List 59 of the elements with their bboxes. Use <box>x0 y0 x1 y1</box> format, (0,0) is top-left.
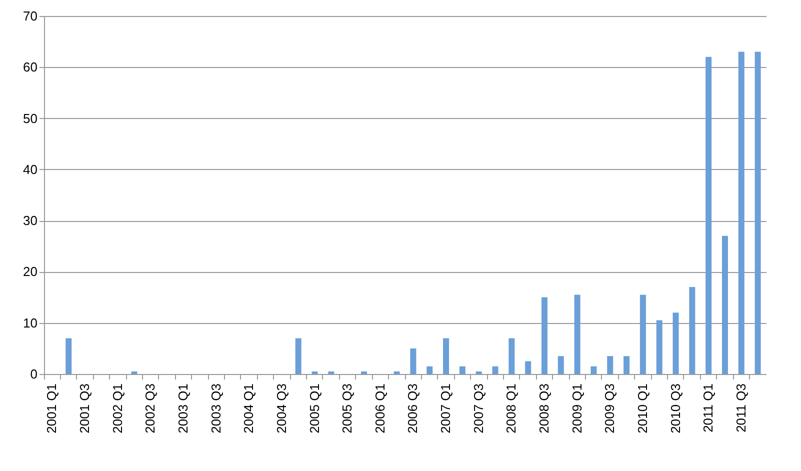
x-tick-label: 2001 Q1 <box>44 384 60 434</box>
y-tick-label: 40 <box>23 162 38 177</box>
bar <box>590 366 597 374</box>
y-tick-label: 10 <box>23 315 38 330</box>
bar <box>492 366 498 374</box>
y-tick-label: 0 <box>30 366 38 382</box>
bar <box>66 338 72 374</box>
x-tick-label: 2011 Q3 <box>733 384 748 432</box>
bar <box>706 56 712 374</box>
bar <box>525 361 532 374</box>
bar <box>312 371 318 374</box>
x-tick-label: 2005 Q3 <box>340 384 355 434</box>
bar <box>131 371 138 374</box>
bar <box>624 356 630 374</box>
x-tick-label: 2007 Q1 <box>438 384 454 434</box>
bar <box>508 338 515 374</box>
bar <box>722 236 728 374</box>
x-tick-label: 2008 Q3 <box>536 384 552 434</box>
x-tick-label: 2003 Q1 <box>175 384 190 434</box>
y-tick-label: 60 <box>23 60 38 75</box>
y-tick-label: 30 <box>23 213 38 228</box>
bar <box>754 52 761 374</box>
x-tick-label: 2005 Q1 <box>306 384 322 434</box>
x-tick-label: 2004 Q3 <box>274 384 289 434</box>
x-tick-label: 2006 Q1 <box>372 384 388 434</box>
y-tick-label: 50 <box>23 110 38 126</box>
bar <box>689 287 696 374</box>
x-tick-label: 2002 Q1 <box>110 384 125 434</box>
bar <box>656 320 662 374</box>
bar <box>360 371 367 374</box>
bar <box>443 338 450 374</box>
x-tick-label: 2002 Q3 <box>142 384 158 434</box>
bar <box>574 294 580 374</box>
bar <box>607 356 614 374</box>
bar <box>426 366 433 374</box>
x-tick-label: 2010 Q3 <box>668 384 683 434</box>
bar <box>476 371 482 374</box>
bar <box>541 297 548 374</box>
bar <box>672 312 679 374</box>
bar <box>459 366 466 374</box>
bar <box>295 338 302 374</box>
x-tick-label: 2003 Q3 <box>208 384 224 434</box>
bar <box>410 348 416 374</box>
x-tick-label: 2001 Q3 <box>77 384 92 434</box>
x-tick-label: 2004 Q1 <box>241 384 256 434</box>
x-tick-label: 2009 Q3 <box>602 384 618 434</box>
bar <box>738 52 744 374</box>
x-tick-label: 2007 Q3 <box>470 384 486 434</box>
bar <box>558 356 564 374</box>
x-tick-label: 2006 Q3 <box>405 384 420 434</box>
x-tick-label: 2011 Q1 <box>700 384 716 432</box>
y-tick-label: 70 <box>23 8 38 24</box>
x-tick-label: 2010 Q1 <box>634 384 650 434</box>
bar <box>394 371 400 374</box>
y-tick-label: 20 <box>23 264 38 280</box>
x-tick-label: 2008 Q1 <box>504 384 519 434</box>
bar <box>328 371 334 374</box>
x-tick-label: 2009 Q1 <box>569 384 584 434</box>
bar <box>640 294 646 374</box>
